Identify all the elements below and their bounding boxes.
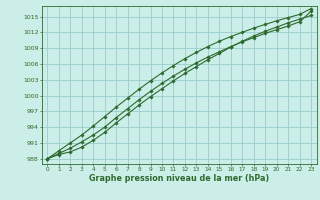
X-axis label: Graphe pression niveau de la mer (hPa): Graphe pression niveau de la mer (hPa) [89, 174, 269, 183]
